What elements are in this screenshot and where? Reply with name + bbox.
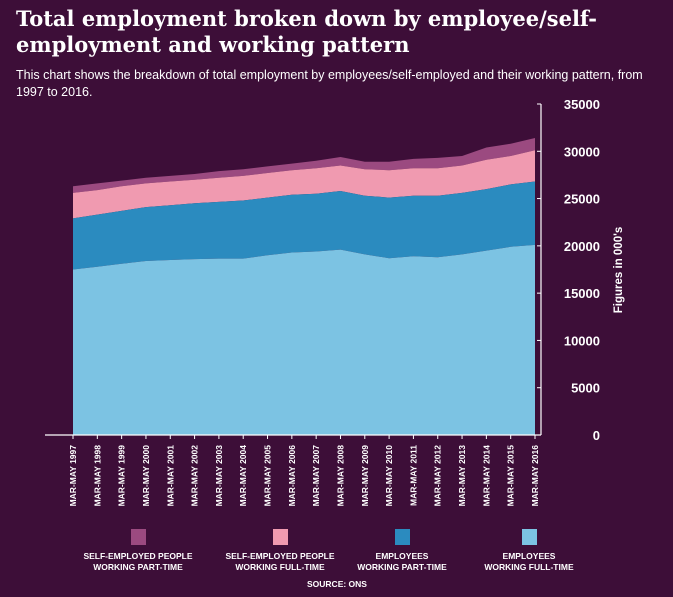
legend-swatch xyxy=(273,529,288,545)
x-tick-label: MAR-MAY 2014 xyxy=(481,445,491,507)
legend-label-line2: WORKING FULL-TIME xyxy=(235,562,325,572)
x-tick-label: MAR-MAY 2006 xyxy=(287,445,297,507)
y-tick-label: 0 xyxy=(593,428,600,443)
legend-swatch xyxy=(131,529,146,545)
x-tick-label: MAR-MAY 2007 xyxy=(311,445,321,507)
source-note: SOURCE: ONS xyxy=(307,579,367,589)
chart-subtitle: This chart shows the breakdown of total … xyxy=(16,68,643,99)
y-tick-label: 20000 xyxy=(564,239,600,254)
y-tick-label: 35000 xyxy=(564,97,600,112)
x-tick-label: MAR-MAY 2016 xyxy=(530,445,540,507)
legend-swatch xyxy=(395,529,410,545)
x-tick-label: MAR-MAY 2002 xyxy=(190,445,200,507)
y-tick-label: 30000 xyxy=(564,144,600,159)
legend-label-line1: SELF-EMPLOYED PEOPLE xyxy=(83,551,192,561)
x-tick-label: MAR-MAY 2012 xyxy=(433,445,443,507)
legend-swatch xyxy=(522,529,537,545)
x-tick-label: MAR-MAY 2008 xyxy=(335,445,345,507)
y-tick-label: 25000 xyxy=(564,192,600,207)
area-self-employed-people-working-full-time xyxy=(73,150,535,219)
x-tick-label: MAR-MAY 1997 xyxy=(68,445,78,507)
x-tick-label: MAR-MAY 2009 xyxy=(360,445,370,507)
x-tick-label: MAR-MAY 2000 xyxy=(141,445,151,507)
y-tick-label: 5000 xyxy=(571,381,600,396)
y-axis-label: Figures in 000's xyxy=(613,227,625,313)
x-tick-label: MAR-MAY 2004 xyxy=(238,445,248,507)
x-tick-label: MAR-MAY 2013 xyxy=(457,445,467,507)
x-tick-label: MAR-MAY 1998 xyxy=(92,445,102,507)
x-tick-label: MAR-MAY 2011 xyxy=(408,445,418,506)
legend-label-line1: EMPLOYEES xyxy=(503,551,556,561)
area-employees-working-part-time xyxy=(73,181,535,270)
legend-label-line2: WORKING PART-TIME xyxy=(357,562,447,572)
x-tick-label: MAR-MAY 2001 xyxy=(165,445,175,507)
x-tick-label: MAR-MAY 2015 xyxy=(506,445,516,507)
legend-label-line1: SELF-EMPLOYED PEOPLE xyxy=(225,551,334,561)
x-tick-label: MAR-MAY 2010 xyxy=(384,445,394,507)
y-tick-label: 10000 xyxy=(564,333,600,348)
x-tick-label: MAR-MAY 1999 xyxy=(117,445,127,507)
area-employees-working-full-time xyxy=(73,244,535,435)
legend-label-line1: EMPLOYEES xyxy=(376,551,429,561)
x-tick-label: MAR-MAY 2005 xyxy=(263,445,273,507)
chart-title: Total employment broken down by employee… xyxy=(16,6,597,57)
y-tick-label: 15000 xyxy=(564,286,600,301)
x-tick-label: MAR-MAY 2003 xyxy=(214,445,224,507)
area-self-employed-people-working-part-time xyxy=(73,138,535,193)
legend-label-line2: WORKING FULL-TIME xyxy=(484,562,574,572)
legend-label-line2: WORKING PART-TIME xyxy=(93,562,183,572)
